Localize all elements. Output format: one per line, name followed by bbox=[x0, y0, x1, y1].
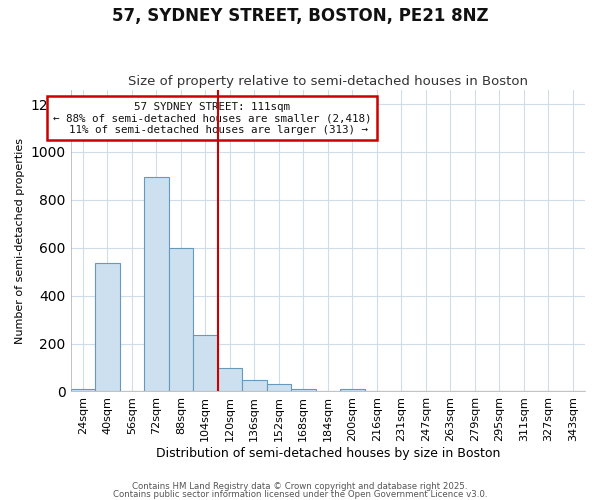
Y-axis label: Number of semi-detached properties: Number of semi-detached properties bbox=[15, 138, 25, 344]
Bar bbox=[266, 384, 291, 392]
Bar bbox=[144, 177, 169, 392]
Text: 57 SYDNEY STREET: 111sqm
← 88% of semi-detached houses are smaller (2,418)
  11%: 57 SYDNEY STREET: 111sqm ← 88% of semi-d… bbox=[53, 102, 371, 135]
Bar bbox=[218, 368, 242, 392]
Title: Size of property relative to semi-detached houses in Boston: Size of property relative to semi-detach… bbox=[128, 76, 528, 88]
Bar bbox=[169, 248, 193, 392]
Bar bbox=[340, 389, 365, 392]
Bar bbox=[95, 264, 119, 392]
Text: 57, SYDNEY STREET, BOSTON, PE21 8NZ: 57, SYDNEY STREET, BOSTON, PE21 8NZ bbox=[112, 8, 488, 26]
Bar bbox=[193, 335, 218, 392]
Text: Contains HM Land Registry data © Crown copyright and database right 2025.: Contains HM Land Registry data © Crown c… bbox=[132, 482, 468, 491]
Bar bbox=[291, 389, 316, 392]
Bar bbox=[71, 389, 95, 392]
Text: Contains public sector information licensed under the Open Government Licence v3: Contains public sector information licen… bbox=[113, 490, 487, 499]
X-axis label: Distribution of semi-detached houses by size in Boston: Distribution of semi-detached houses by … bbox=[155, 447, 500, 460]
Bar bbox=[242, 380, 266, 392]
